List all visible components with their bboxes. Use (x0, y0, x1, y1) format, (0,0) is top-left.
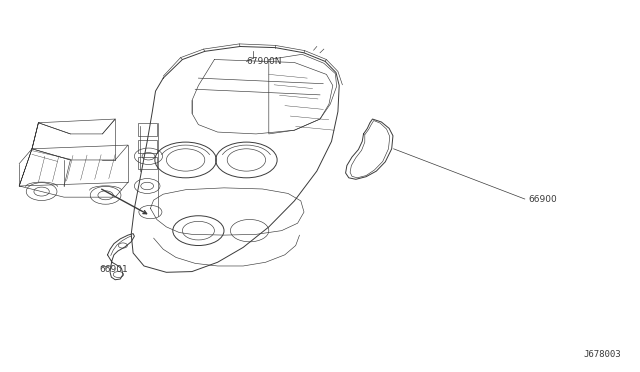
Text: 67900N: 67900N (246, 57, 282, 66)
Bar (138, 123, 157, 136)
Bar (138, 140, 157, 153)
Bar (138, 157, 157, 169)
Text: 66901: 66901 (99, 265, 128, 274)
Text: J678003: J678003 (583, 350, 621, 359)
Text: 66900: 66900 (528, 195, 557, 203)
